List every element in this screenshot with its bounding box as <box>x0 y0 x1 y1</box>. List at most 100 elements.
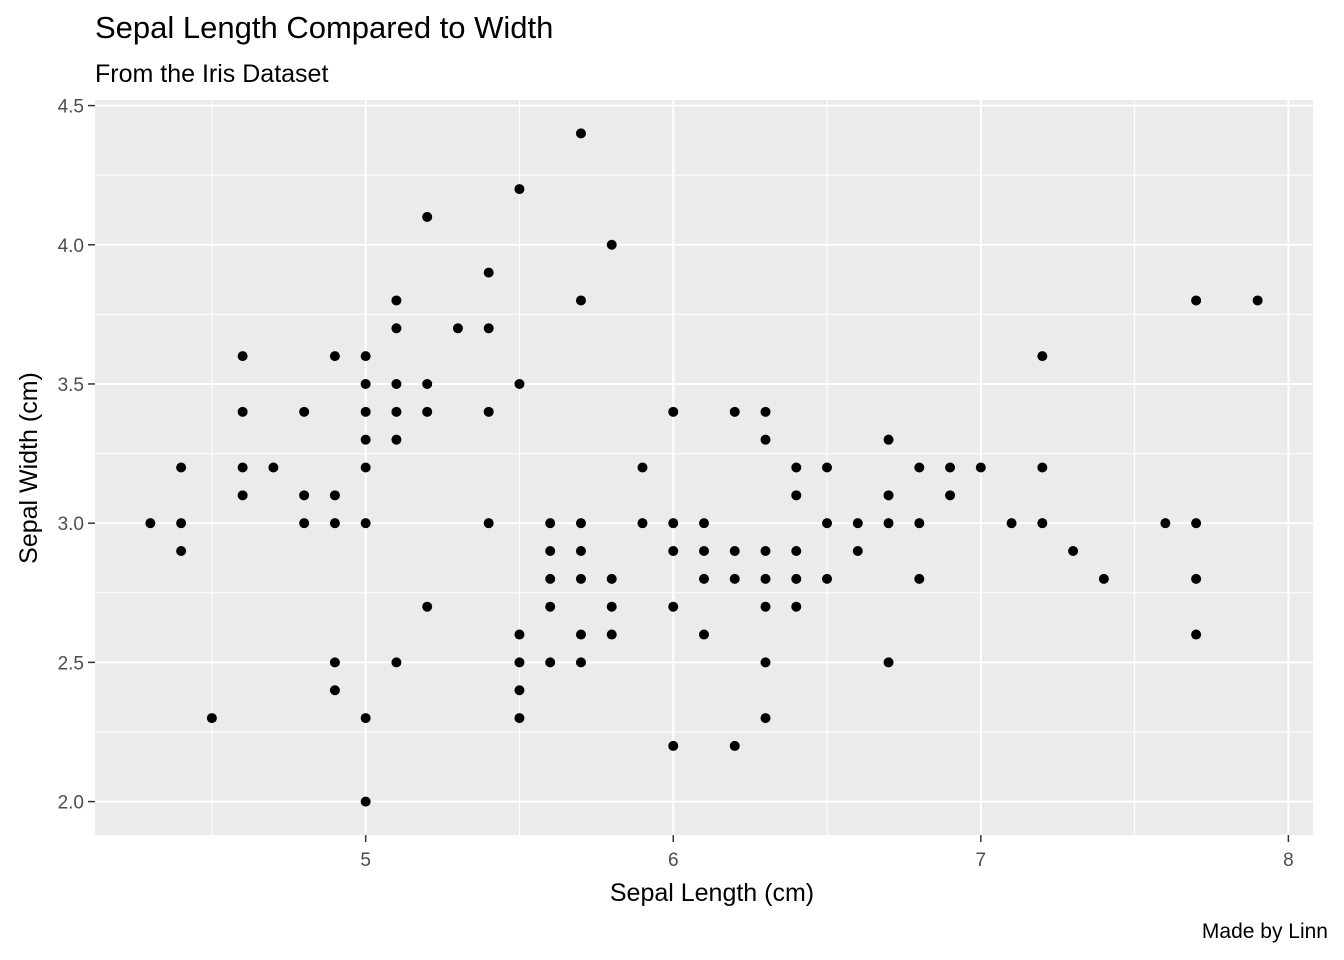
data-points <box>145 128 1263 807</box>
data-point <box>760 713 771 724</box>
data-point <box>914 573 925 584</box>
data-point <box>883 518 894 529</box>
y-axis-title: Sepal Width (cm) <box>15 372 43 564</box>
data-point <box>883 490 894 501</box>
data-point <box>1068 546 1079 557</box>
data-point <box>668 601 679 612</box>
data-point <box>760 406 771 417</box>
data-point <box>391 378 402 389</box>
data-point <box>483 323 494 334</box>
data-point <box>1191 295 1202 306</box>
data-point <box>514 378 525 389</box>
data-point <box>329 685 340 696</box>
data-point <box>206 713 217 724</box>
data-point <box>606 239 617 250</box>
data-point <box>329 351 340 362</box>
y-tick-label: 4.5 <box>58 97 84 118</box>
data-point <box>176 462 187 473</box>
data-point <box>145 518 156 529</box>
data-point <box>483 406 494 417</box>
data-point <box>545 573 556 584</box>
data-point <box>1191 573 1202 584</box>
data-point <box>514 657 525 668</box>
data-point <box>729 406 740 417</box>
data-point <box>668 406 679 417</box>
data-point <box>575 573 586 584</box>
data-point <box>1037 518 1048 529</box>
data-point <box>360 796 371 807</box>
data-point <box>360 462 371 473</box>
data-point <box>1006 518 1017 529</box>
data-point <box>914 518 925 529</box>
data-point <box>391 295 402 306</box>
data-point <box>791 546 802 557</box>
data-point <box>852 546 863 557</box>
y-tick-label: 3.5 <box>58 375 84 396</box>
data-point <box>668 740 679 751</box>
data-point <box>391 406 402 417</box>
data-point <box>822 573 833 584</box>
data-point <box>852 518 863 529</box>
data-point <box>760 546 771 557</box>
data-point <box>483 518 494 529</box>
data-point <box>575 518 586 529</box>
data-point <box>237 462 248 473</box>
data-point <box>791 490 802 501</box>
data-point <box>237 351 248 362</box>
data-point <box>483 267 494 278</box>
data-point <box>545 518 556 529</box>
data-point <box>268 462 279 473</box>
data-point <box>514 629 525 640</box>
data-point <box>699 518 709 529</box>
data-point <box>514 184 525 195</box>
data-point <box>760 573 771 584</box>
data-point <box>791 601 802 612</box>
data-point <box>699 546 709 557</box>
data-point <box>975 462 986 473</box>
y-tick-label: 2.5 <box>58 653 84 674</box>
data-point <box>545 601 556 612</box>
data-point <box>945 462 956 473</box>
data-point <box>422 378 433 389</box>
x-tick-label: 5 <box>360 850 371 871</box>
y-tick-label: 2.0 <box>58 793 84 814</box>
chart-caption: Made by Linn <box>1201 920 1328 943</box>
y-tick-label: 4.0 <box>58 236 84 257</box>
data-point <box>668 518 679 529</box>
data-point <box>545 546 556 557</box>
data-point <box>391 434 402 445</box>
data-point <box>606 573 617 584</box>
data-point <box>575 629 586 640</box>
plot-panel <box>95 100 1313 835</box>
data-point <box>945 490 956 501</box>
data-point <box>299 518 310 529</box>
data-point <box>176 518 187 529</box>
data-point <box>360 713 371 724</box>
x-tick-label: 8 <box>1283 850 1294 871</box>
data-point <box>699 629 709 640</box>
data-point <box>760 601 771 612</box>
data-point <box>422 601 433 612</box>
x-tick-label: 7 <box>976 850 987 871</box>
axes: 5 6 7 8 2.0 2.5 3.0 3.5 4.0 4.5 <box>58 97 1294 871</box>
data-point <box>668 546 679 557</box>
data-point <box>729 740 740 751</box>
chart-title: Sepal Length Compared to Width <box>95 10 554 45</box>
data-point <box>545 657 556 668</box>
data-point <box>575 657 586 668</box>
data-point <box>237 490 248 501</box>
data-point <box>1191 518 1202 529</box>
data-point <box>760 657 771 668</box>
data-point <box>883 434 894 445</box>
data-point <box>637 462 648 473</box>
data-point <box>299 490 310 501</box>
x-axis-title: Sepal Length (cm) <box>610 879 814 907</box>
data-point <box>729 546 740 557</box>
data-point <box>575 128 586 139</box>
data-point <box>606 629 617 640</box>
data-point <box>822 462 833 473</box>
data-point <box>575 546 586 557</box>
data-point <box>391 657 402 668</box>
data-point <box>176 546 187 557</box>
